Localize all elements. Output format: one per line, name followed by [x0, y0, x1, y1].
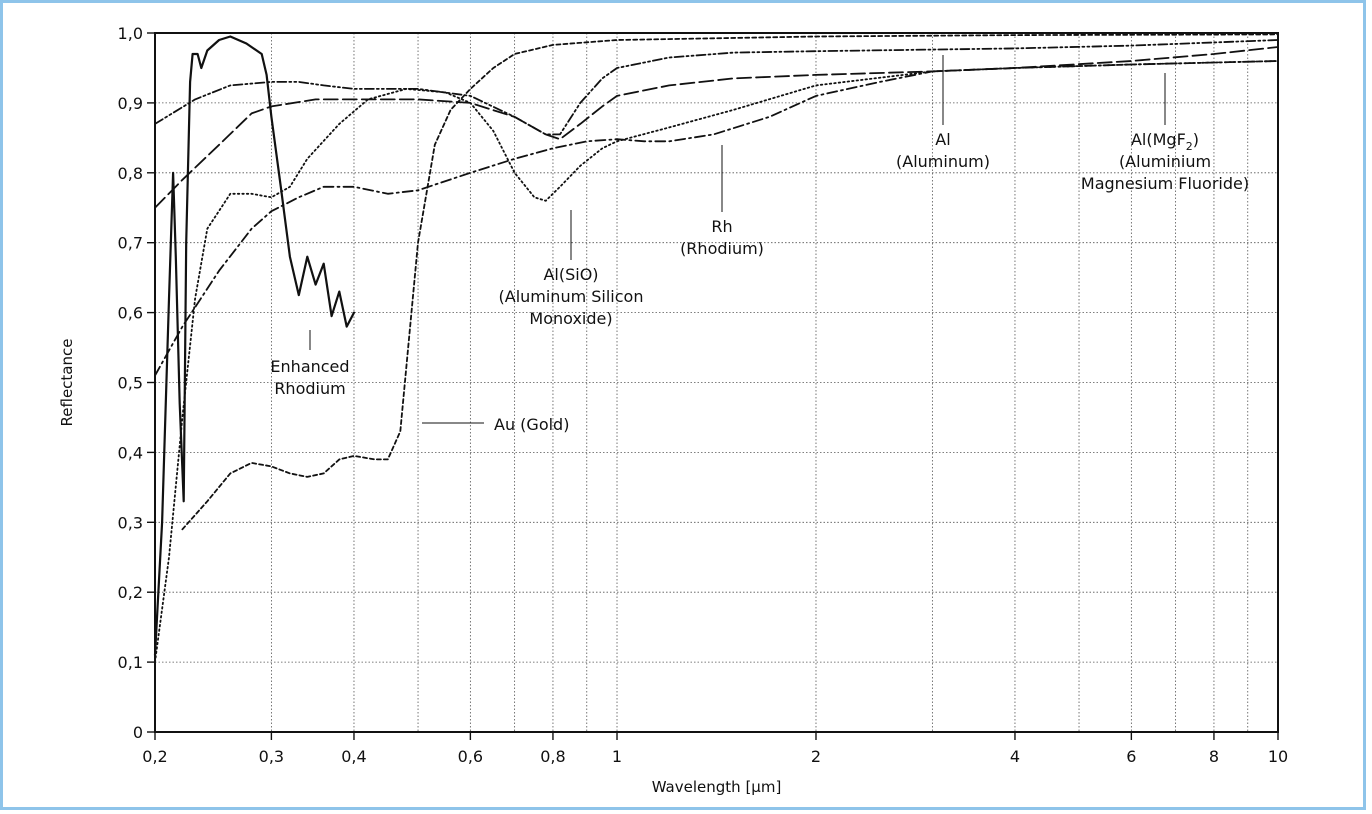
label-al-sio: Al(SiO) [543, 265, 598, 284]
x-tick-label: 4 [1010, 747, 1020, 766]
x-tick-label: 6 [1126, 747, 1136, 766]
label-al-mgf2: (Aluminium [1119, 152, 1211, 171]
y-tick-label: 0,8 [118, 164, 143, 183]
x-axis-label: Wavelength [µm] [652, 778, 782, 796]
x-tick-label: 8 [1209, 747, 1219, 766]
x-tick-label: 0,6 [458, 747, 483, 766]
series-al-aluminum [154, 39, 1279, 136]
label-al-sio: (Aluminum Silicon [499, 287, 644, 306]
y-tick-label: 0,2 [118, 583, 143, 602]
series-al-sio [154, 60, 1279, 663]
label-enhanced-rhodium: Rhodium [274, 379, 345, 398]
x-tick-label: 0,8 [540, 747, 565, 766]
series-labels: Enhanced Rhodium Au (Gold) Al(SiO) (Aluminum… [270, 130, 1249, 434]
y-tick-label: 0,9 [118, 94, 143, 113]
series-group [153, 33, 1279, 663]
series-rh-rhodium [154, 60, 1279, 377]
y-tick-label: 0 [133, 723, 143, 742]
leader-lines [309, 55, 1166, 424]
x-tick-label: 0,2 [142, 747, 167, 766]
x-tick-label: 1 [612, 747, 622, 766]
x-tick-label: 2 [811, 747, 821, 766]
axes: 0 0,1 0,2 0,3 0,4 0,5 0,6 0,7 0,8 0,9 1,0 0,2 0,3 0,4… [118, 24, 1289, 766]
label-rh-rhodium: Rh [711, 217, 732, 236]
label-rh-rhodium: (Rhodium) [680, 239, 764, 258]
label-subscript: 2 [1186, 140, 1193, 153]
label-au-gold: Au (Gold) [494, 415, 569, 434]
label-al-sio: Monoxide) [529, 309, 612, 328]
x-tick-label: 10 [1268, 747, 1288, 766]
y-tick-label: 0,6 [118, 304, 143, 323]
label-al-aluminum: (Aluminum) [896, 152, 990, 171]
label-al-mgf2: Magnesium Fluoride) [1081, 174, 1249, 193]
plot-border [154, 32, 1279, 733]
series-au-gold [181, 33, 1279, 531]
y-axis-label: Reflectance [58, 339, 76, 427]
label-part: ) [1193, 130, 1199, 149]
y-tick-label: 0,1 [118, 653, 143, 672]
y-tick-label: 1,0 [118, 24, 143, 43]
y-tick-label: 0,4 [118, 443, 143, 462]
y-tick-label: 0,5 [118, 374, 143, 393]
label-al-mgf2: Al(MgF2) [1131, 130, 1199, 153]
label-al-aluminum: Al [935, 130, 950, 149]
y-tick-label: 0,3 [118, 513, 143, 532]
x-tick-label: 0,4 [341, 747, 366, 766]
series-al-mgf2 [154, 46, 1279, 209]
x-tick-label: 0,3 [259, 747, 284, 766]
label-enhanced-rhodium: Enhanced [270, 357, 349, 376]
series-enhanced-rhodium [153, 35, 356, 657]
y-tick-label: 0,7 [118, 234, 143, 253]
grid [155, 33, 1278, 732]
label-part: Al(MgF [1131, 130, 1186, 149]
